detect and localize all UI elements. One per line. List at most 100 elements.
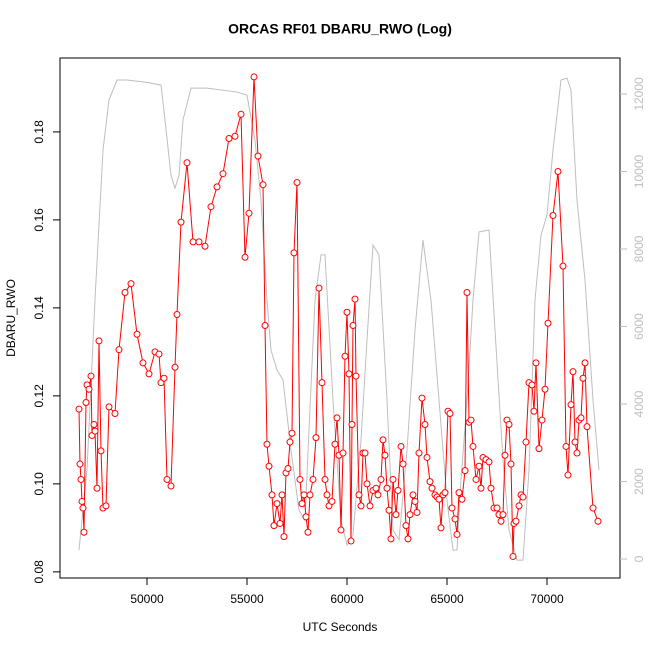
data-point — [259, 181, 267, 189]
data-point — [78, 497, 86, 505]
data-point — [343, 308, 351, 316]
data-point — [290, 249, 298, 257]
data-point — [331, 440, 339, 448]
data-point — [296, 475, 304, 483]
data-point — [409, 491, 417, 499]
data-point — [225, 135, 233, 143]
y2-tick-label: 0 — [632, 555, 646, 562]
data-point — [201, 242, 209, 250]
data-point — [472, 475, 480, 483]
data-point — [392, 511, 400, 519]
data-point — [509, 552, 517, 560]
data-point — [315, 284, 323, 292]
data-point — [415, 449, 423, 457]
data-point — [469, 442, 477, 450]
data-point — [183, 159, 191, 167]
data-point — [397, 442, 405, 450]
data-point — [85, 385, 93, 393]
y2-tick-label: 10000 — [632, 154, 646, 188]
data-point — [237, 110, 245, 118]
data-point — [337, 526, 345, 534]
data-point — [461, 467, 469, 475]
data-point — [562, 442, 570, 450]
data-point — [250, 73, 258, 81]
data-point — [549, 211, 557, 219]
y2-tick-label: 12000 — [632, 77, 646, 111]
x-tick-label: 65000 — [430, 592, 464, 606]
data-point — [87, 372, 95, 380]
data-point — [413, 508, 421, 516]
data-point — [195, 238, 203, 246]
x-tick-label: 60000 — [330, 592, 364, 606]
data-point — [302, 513, 310, 521]
data-point — [406, 511, 414, 519]
chart-title: ORCAS RF01 DBARU_RWO (Log) — [228, 21, 452, 37]
data-point — [173, 310, 181, 318]
y-tick-label: 0.14 — [32, 296, 46, 320]
data-point — [298, 500, 306, 508]
data-point — [594, 517, 602, 525]
data-point — [79, 504, 87, 512]
y-tick-label: 0.18 — [32, 120, 46, 144]
data-point — [379, 436, 387, 444]
data-point — [372, 484, 380, 492]
data-point — [254, 152, 262, 160]
y2-tick-label: 6000 — [632, 313, 646, 340]
data-point — [160, 374, 168, 382]
data-point — [288, 429, 296, 437]
data-point — [581, 359, 589, 367]
data-point — [583, 423, 591, 431]
data-point — [347, 537, 355, 545]
data-point — [446, 409, 454, 417]
data-point — [333, 414, 341, 422]
y2-tick-label: 2000 — [632, 468, 646, 495]
data-point — [475, 462, 483, 470]
data-point — [455, 489, 463, 497]
data-point — [284, 464, 292, 472]
data-point — [493, 504, 501, 512]
data-point — [323, 491, 331, 499]
data-point — [569, 368, 577, 376]
data-point — [312, 434, 320, 442]
data-point — [82, 398, 90, 406]
data-point — [97, 447, 105, 455]
data-point — [363, 480, 371, 488]
data-point — [385, 506, 393, 514]
data-point — [270, 522, 278, 530]
y2-tick-label: 4000 — [632, 390, 646, 417]
data-point — [306, 491, 314, 499]
data-point — [145, 370, 153, 378]
y-axis-label: DBARU_RWO — [4, 279, 18, 357]
data-point — [167, 482, 175, 490]
data-point — [579, 374, 587, 382]
data-point — [402, 522, 410, 530]
data-point — [121, 288, 129, 296]
plot-frame — [59, 57, 621, 579]
data-point — [389, 475, 397, 483]
data-point — [139, 359, 147, 367]
data-point — [437, 524, 445, 532]
data-point — [321, 475, 329, 483]
x-tick-label: 50000 — [130, 592, 164, 606]
data-point — [111, 409, 119, 417]
data-point — [383, 484, 391, 492]
data-point — [355, 491, 363, 499]
data-point — [75, 405, 83, 413]
data-point — [102, 502, 110, 510]
data-point — [559, 262, 567, 270]
data-point — [265, 462, 273, 470]
data-point — [487, 484, 495, 492]
data-point — [300, 491, 308, 499]
series-line — [78, 77, 600, 561]
data-point — [241, 253, 249, 261]
y-tick-label: 0.12 — [32, 384, 46, 408]
data-point — [349, 321, 357, 329]
data-point — [441, 489, 449, 497]
data-point — [361, 449, 369, 457]
data-point — [522, 438, 530, 446]
data-point — [538, 416, 546, 424]
data-point — [309, 475, 317, 483]
data-point — [453, 530, 461, 538]
data-point — [544, 319, 552, 327]
